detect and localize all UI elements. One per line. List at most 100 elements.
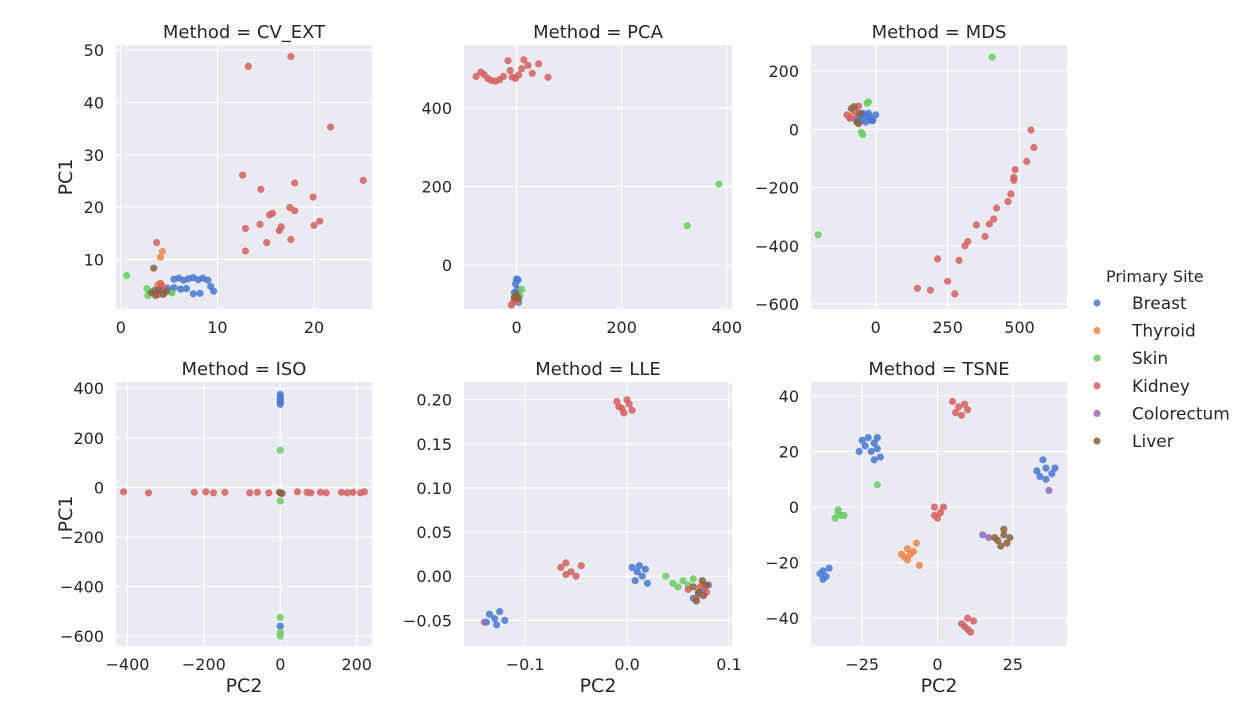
x-tick-label: 200 <box>341 655 372 674</box>
x-tick-label: 0 <box>871 318 881 337</box>
panel-mds: 0 250 500 −600 −400 −200 0 200 Method = MDS <box>755 22 1067 337</box>
panel-tsne: −25 0 25 −40 −20 0 20 40 Method = TSNE PC2 <box>765 359 1067 697</box>
point-breast <box>870 456 878 464</box>
point-kidney <box>221 488 229 496</box>
point-colorectum <box>480 618 488 626</box>
point-liver <box>277 489 285 497</box>
point-kidney <box>934 255 942 263</box>
point-kidney <box>316 217 324 225</box>
series-liver <box>275 488 285 497</box>
point-kidney <box>961 242 969 250</box>
point-kidney <box>322 489 330 497</box>
point-kidney <box>343 489 351 497</box>
point-thyroid <box>156 253 164 261</box>
legend-label: Skin <box>1132 349 1168 369</box>
point-skin <box>679 577 687 585</box>
point-breast <box>862 118 870 126</box>
point-liver <box>692 597 700 605</box>
point-kidney <box>309 193 317 201</box>
point-breast <box>491 615 499 623</box>
point-skin <box>123 271 131 280</box>
point-liver <box>991 534 999 542</box>
x-axis-label: PC2 <box>580 675 617 697</box>
legend-marker <box>1093 327 1101 335</box>
x-tick-label: 200 <box>606 318 637 337</box>
point-liver <box>1003 539 1011 547</box>
series-liver <box>847 103 864 128</box>
series-kidney <box>557 396 711 602</box>
point-kidney <box>944 277 952 285</box>
point-skin <box>662 572 670 580</box>
legend-marker <box>1093 437 1101 445</box>
point-kidney <box>964 614 972 622</box>
point-kidney <box>930 503 939 511</box>
point-liver <box>850 103 858 111</box>
point-skin <box>814 231 822 239</box>
point-kidney <box>985 220 993 228</box>
point-kidney <box>528 69 536 77</box>
point-skin <box>168 289 176 297</box>
point-kidney <box>253 488 261 496</box>
point-kidney <box>277 223 285 231</box>
legend-item-breast: Breast <box>1093 294 1187 314</box>
x-tick-label: −25 <box>845 655 879 674</box>
plot-area <box>811 45 1067 309</box>
point-liver <box>854 120 863 128</box>
point-kidney <box>1023 157 1031 165</box>
point-kidney <box>1027 126 1035 134</box>
point-breast <box>1036 472 1044 481</box>
point-kidney <box>1030 143 1038 152</box>
point-kidney <box>970 617 978 625</box>
series-kidney <box>930 397 978 636</box>
point-breast <box>819 575 827 583</box>
point-liver <box>150 264 158 272</box>
point-breast <box>864 109 873 117</box>
point-breast <box>628 563 636 572</box>
legend-item-colorectum: Colorectum <box>1093 404 1230 424</box>
point-breast <box>872 111 880 119</box>
point-kidney <box>266 211 274 219</box>
series-kidney <box>120 488 368 497</box>
x-axis-label: PC2 <box>921 675 958 697</box>
y-tick-label: 0 <box>789 498 799 517</box>
x-tick-label: 0.0 <box>614 655 639 674</box>
panel-title: Method = PCA <box>533 22 663 43</box>
x-tick-label: 0 <box>116 318 126 337</box>
series-liver <box>148 264 170 299</box>
panel-lle: −0.1 0.0 0.1 −0.05 0.00 0.05 0.10 0.15 0.20 Metho… <box>403 359 742 697</box>
x-tick-label: 0 <box>275 655 285 674</box>
point-breast <box>276 400 284 408</box>
y-axis-label: PC1 <box>55 159 77 196</box>
y-tick-label: 0 <box>789 120 799 139</box>
point-kidney <box>936 508 945 517</box>
legend-marker <box>1093 409 1101 417</box>
y-tick-label: 400 <box>73 379 104 398</box>
x-tick-label: −0.1 <box>506 655 545 674</box>
point-kidney <box>1011 166 1019 174</box>
y-tick-label: 200 <box>73 429 104 448</box>
point-colorectum <box>1045 486 1053 494</box>
point-breast <box>182 285 191 293</box>
point-breast <box>861 442 869 450</box>
series-kidney <box>472 56 552 309</box>
point-kidney <box>949 397 957 406</box>
point-kidney <box>972 221 981 229</box>
point-kidney <box>964 406 972 414</box>
point-kidney <box>310 221 318 229</box>
point-kidney <box>337 488 345 496</box>
legend-item-thyroid: Thyroid <box>1093 322 1196 342</box>
point-breast <box>177 285 185 293</box>
point-kidney <box>628 406 636 414</box>
point-kidney <box>307 489 315 497</box>
point-breast <box>635 562 643 570</box>
legend-marker <box>1093 299 1101 307</box>
point-liver <box>1000 531 1008 539</box>
data-points <box>814 53 1038 298</box>
x-tick-label: 25 <box>1003 655 1023 674</box>
point-skin <box>831 514 839 522</box>
point-breast <box>873 434 881 442</box>
point-breast <box>631 577 639 585</box>
point-breast <box>204 276 212 284</box>
point-kidney <box>930 511 939 519</box>
